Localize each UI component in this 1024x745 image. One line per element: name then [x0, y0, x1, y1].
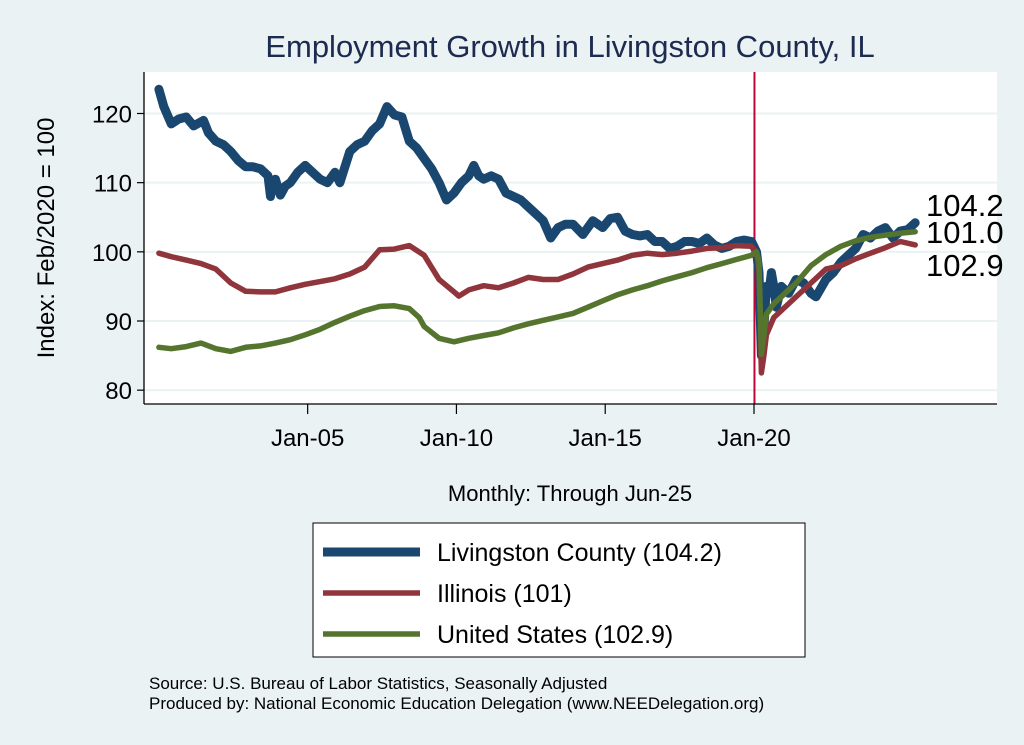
x-tick-label: Jan-20 — [717, 425, 790, 452]
y-tick-label: 90 — [105, 309, 132, 336]
y-tick-label: 100 — [92, 240, 132, 267]
legend-label-1: Illinois (101) — [437, 580, 572, 608]
plot-area — [144, 72, 997, 404]
y-tick-label: 80 — [105, 378, 132, 405]
legend-label-2: United States (102.9) — [437, 621, 673, 649]
series-line-2 — [156, 229, 918, 357]
end-label-0: 104.2 — [926, 188, 1004, 223]
y-tick-label: 110 — [94, 171, 132, 198]
x-axis-ticks: Jan-05 Jan-10 Jan-15 Jan-20 — [271, 404, 791, 452]
producer-note: Produced by: National Economic Education… — [149, 694, 764, 713]
chart-title: Employment Growth in Livingston County, … — [265, 29, 874, 64]
y-axis-ticks: 80 90 100 110 120 — [92, 102, 144, 405]
series-group — [154, 84, 920, 376]
x-tick-label: Jan-05 — [271, 425, 344, 452]
end-label-1: 101.0 — [926, 215, 1004, 250]
y-axis-title: Index: Feb/2020 = 100 — [33, 118, 60, 359]
y-tick-label: 120 — [92, 102, 132, 129]
legend-label-0: Livingston County (104.2) — [437, 539, 722, 567]
series-line-1 — [156, 238, 918, 376]
x-tick-label: Jan-10 — [420, 425, 493, 452]
legend: Livingston County (104.2) Illinois (101) U… — [312, 522, 806, 658]
x-axis-title: Monthly: Through Jun-25 — [448, 481, 692, 506]
end-label-2: 102.9 — [926, 248, 1004, 283]
x-tick-label: Jan-15 — [569, 425, 642, 452]
source-note: Source: U.S. Bureau of Labor Statistics,… — [149, 674, 607, 693]
